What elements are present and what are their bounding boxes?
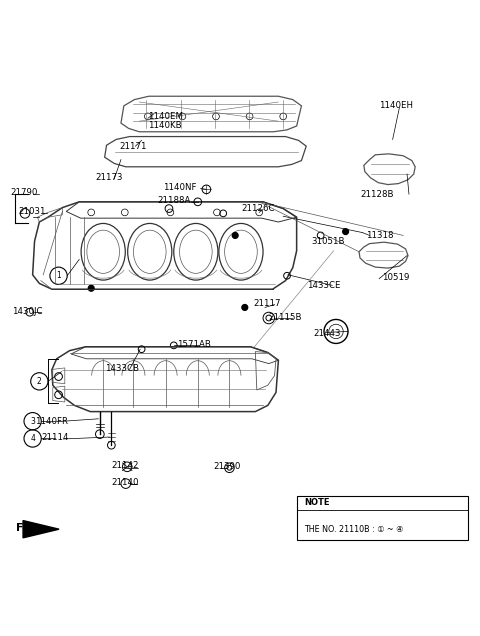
Circle shape [242,305,248,310]
Text: 21790: 21790 [11,188,38,197]
Text: 21443: 21443 [313,329,340,338]
Text: 21117: 21117 [253,299,281,308]
Text: 1140EM: 1140EM [148,112,183,121]
Text: 21173: 21173 [95,174,122,183]
Text: 1430JC: 1430JC [12,307,43,316]
Text: 1: 1 [56,272,61,280]
Text: 21188A: 21188A [157,196,191,205]
Text: THE NO. 21110B : ① ~ ④: THE NO. 21110B : ① ~ ④ [304,525,403,534]
Text: 21128B: 21128B [360,190,394,198]
Text: 1140KB: 1140KB [148,121,181,130]
Text: 1571AB: 1571AB [177,340,211,349]
Text: 21142: 21142 [111,461,139,471]
Polygon shape [23,520,59,538]
Text: 3: 3 [30,417,35,425]
Text: 2: 2 [37,377,42,386]
Text: 21115B: 21115B [269,312,302,322]
Bar [297,495,468,540]
Text: 21126C: 21126C [241,204,275,213]
Text: NOTE: NOTE [304,498,329,508]
Text: 21171: 21171 [119,142,146,151]
Circle shape [343,229,348,235]
Circle shape [88,286,94,291]
Text: 1140FR: 1140FR [35,417,68,425]
Text: 1140NF: 1140NF [163,183,197,192]
Text: 4: 4 [30,434,35,443]
Circle shape [232,233,238,238]
Text: FR.: FR. [16,523,36,533]
Text: 21140: 21140 [111,478,139,487]
Text: 21390: 21390 [214,462,241,471]
Text: 10519: 10519 [382,273,409,282]
Text: 1433CB: 1433CB [105,364,139,373]
Text: 11318: 11318 [366,231,393,240]
Text: 21114: 21114 [41,434,69,443]
Text: 21031: 21031 [18,207,46,216]
Text: 1433CE: 1433CE [307,281,341,290]
Text: 1140EH: 1140EH [379,101,413,110]
Text: 31051B: 31051B [311,237,345,245]
